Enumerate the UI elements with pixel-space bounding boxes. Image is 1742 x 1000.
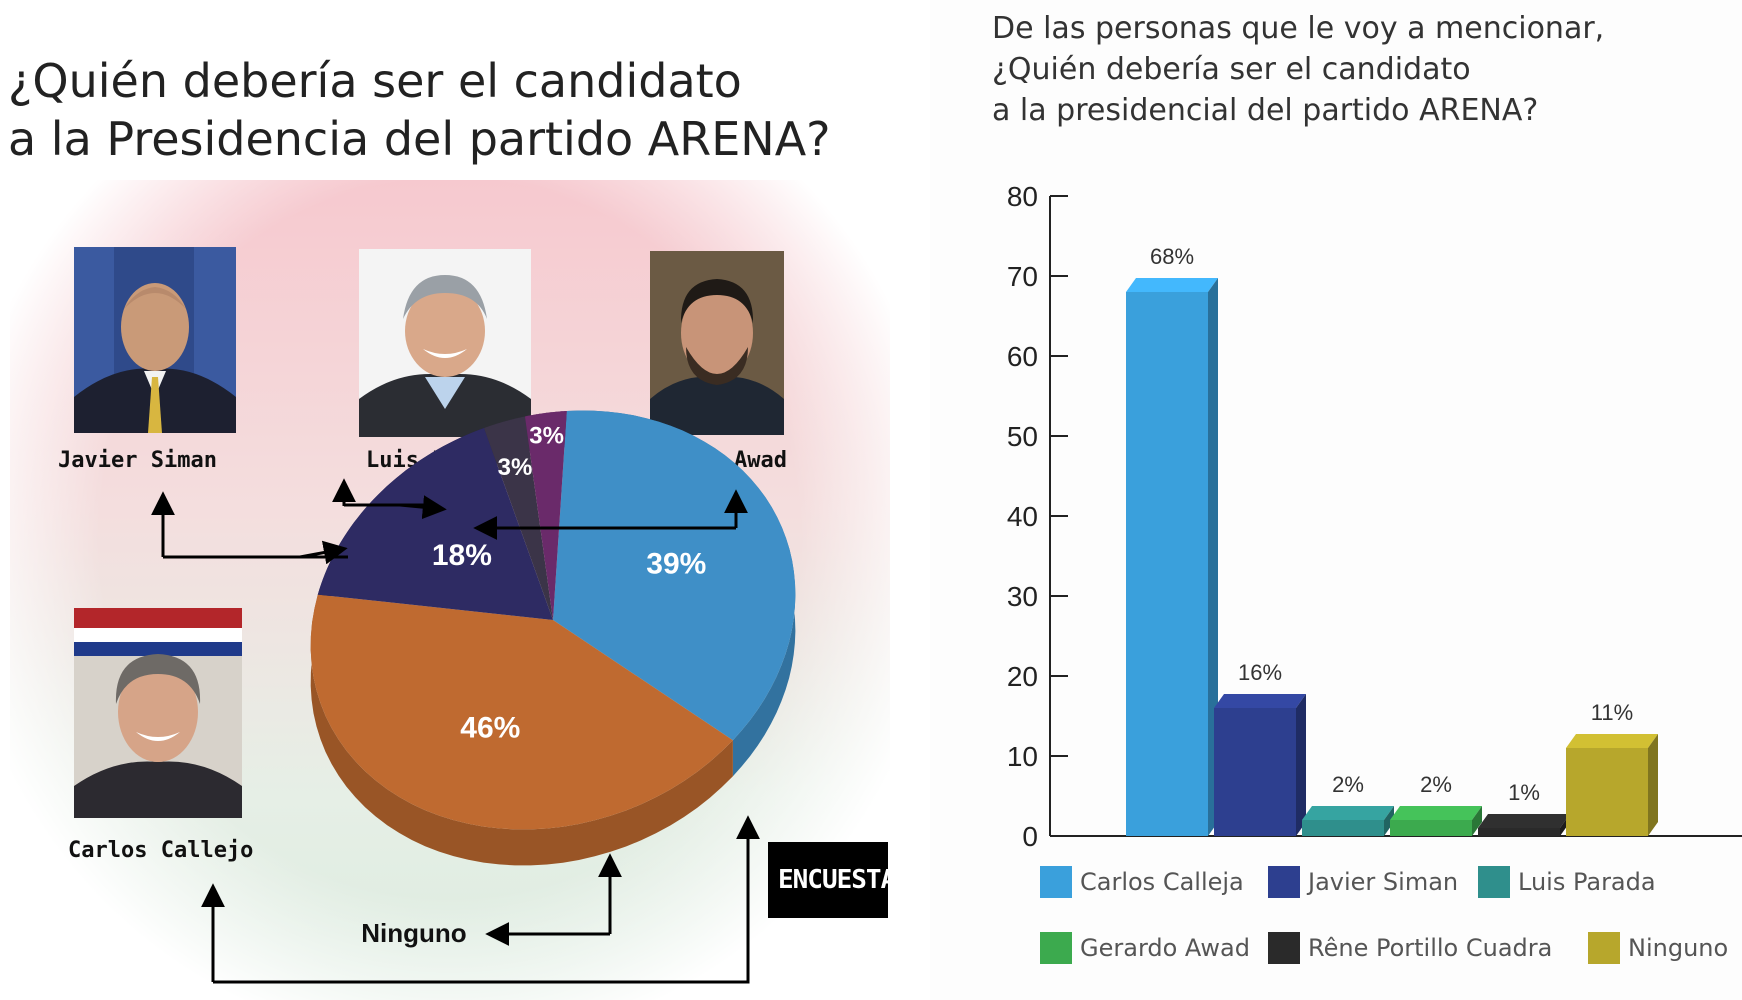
- bar-2: [1302, 820, 1384, 836]
- encuesta-badge: ENCUESTA: [768, 842, 888, 918]
- bar-data-labels: 68% 16% 2% 2% 1% 11%: [1150, 244, 1633, 805]
- bar-top-0: [1126, 278, 1218, 292]
- bar-bars: [1126, 278, 1658, 836]
- pie-slice-2: [317, 428, 553, 620]
- legend-item: Luis Parada: [1478, 866, 1656, 898]
- photo-luis-parada: [359, 249, 531, 437]
- legend-label: Rêne Portillo Cuadra: [1308, 934, 1553, 962]
- y-tick-label: 30: [1007, 581, 1038, 612]
- legend-item: Gerardo Awad: [1040, 932, 1250, 964]
- left-title-line2: a la Presidencia del partido ARENA?: [8, 112, 831, 166]
- pie-chart: 39% 46% 18% 3% 3% Ninguno: [151, 410, 796, 984]
- y-tick-label: 20: [1007, 661, 1038, 692]
- pie-slice-3: [484, 416, 553, 620]
- bar-top-2: [1302, 806, 1394, 820]
- bar-4: [1478, 828, 1560, 836]
- legend-swatch: [1478, 866, 1510, 898]
- connector-arrows: [151, 478, 760, 984]
- bar-top-4: [1478, 814, 1570, 828]
- pie-label-1: 46%: [460, 712, 520, 745]
- legend-item: Ninguno: [1588, 932, 1728, 964]
- bar-data-label-3: 2%: [1420, 772, 1452, 797]
- legend-swatch: [1268, 866, 1300, 898]
- legend-label: Carlos Calleja: [1080, 868, 1244, 896]
- legend-swatch: [1040, 932, 1072, 964]
- y-tick-label: 60: [1007, 341, 1038, 372]
- bar-side-5: [1648, 734, 1658, 836]
- bar-1: [1214, 708, 1296, 836]
- pie-label-2: 18%: [432, 539, 492, 572]
- bar-data-label-2: 2%: [1332, 772, 1364, 797]
- bar-axis: 80 70 60 50 40 30 20 10 0: [1007, 181, 1742, 852]
- legend-label: Javier Siman: [1308, 868, 1459, 896]
- right-title: De las personas que le voy a mencionar, …: [992, 8, 1732, 131]
- bar-0: [1126, 292, 1208, 836]
- arrow-callejo-line: [213, 840, 750, 984]
- y-tick-label: 40: [1007, 501, 1038, 532]
- right-title-line2: ¿Quién debería ser el candidato: [992, 52, 1471, 87]
- y-tick-label: 0: [1022, 821, 1038, 852]
- right-title-line1: De las personas que le voy a mencionar,: [992, 11, 1605, 46]
- y-tick-label: 70: [1007, 261, 1038, 292]
- legend-item: Carlos Calleja: [1040, 866, 1244, 898]
- bar-3: [1390, 820, 1472, 836]
- right-title-line3: a la presidencial del partido ARENA?: [992, 93, 1539, 128]
- legend-item: Rêne Portillo Cuadra: [1268, 932, 1552, 964]
- photo-gerardo-awad: [650, 251, 784, 435]
- pie-label-4: 3%: [529, 423, 564, 450]
- pie-labels: 39% 46% 18% 3% 3%: [432, 423, 706, 745]
- bar-5: [1566, 748, 1648, 836]
- bar-top-3: [1390, 806, 1482, 820]
- bar-side-3: [1472, 806, 1482, 836]
- pie-label-0: 39%: [646, 548, 706, 581]
- name-javier-siman: Javier Siman: [58, 448, 217, 473]
- name-carlos-callejo: Carlos Callejo: [68, 838, 254, 863]
- left-title: ¿Quién debería ser el candidato a la Pre…: [8, 52, 888, 168]
- pie-label-3: 3%: [498, 454, 533, 481]
- photo-carlos-callejo: [74, 608, 242, 818]
- bar-top-1: [1214, 694, 1306, 708]
- arrow-parada-pie: [399, 495, 447, 520]
- y-tick-label: 10: [1007, 741, 1038, 772]
- legend-item: Javier Siman: [1268, 866, 1458, 898]
- y-tick-label: 50: [1007, 421, 1038, 452]
- bar-data-label-4: 1%: [1508, 780, 1540, 805]
- arrow-siman-pie: [299, 540, 348, 565]
- pie-slice-4: [525, 411, 567, 620]
- bar-side-0: [1208, 278, 1218, 836]
- left-title-line1: ¿Quién debería ser el candidato: [8, 54, 742, 108]
- bar-data-label-1: 16%: [1238, 660, 1282, 685]
- legend-swatch: [1040, 866, 1072, 898]
- pie-slice-1: [310, 594, 733, 830]
- legend-label: Luis Parada: [1518, 868, 1656, 896]
- bar-data-label-5: 11%: [1591, 700, 1633, 725]
- bar-top-5: [1566, 734, 1658, 748]
- legend-swatch: [1588, 932, 1620, 964]
- legend-swatch: [1268, 932, 1300, 964]
- legend-label: Gerardo Awad: [1080, 934, 1250, 962]
- photo-javier-siman: [74, 247, 236, 433]
- bar-data-label-0: 68%: [1150, 244, 1194, 269]
- ninguno-label: Ninguno: [361, 918, 466, 948]
- legend-label: Ninguno: [1628, 934, 1729, 962]
- bar-side-1: [1296, 694, 1306, 836]
- y-tick-label: 80: [1007, 181, 1038, 212]
- bar-side-2: [1384, 806, 1394, 836]
